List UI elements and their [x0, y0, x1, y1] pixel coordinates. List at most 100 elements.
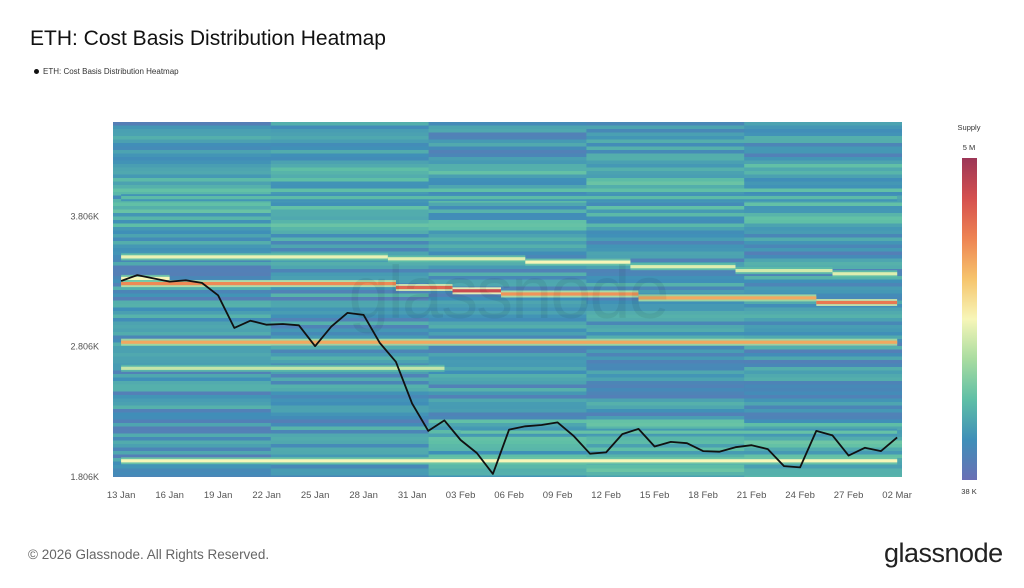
brand-logo[interactable]: glassnode — [884, 538, 1003, 568]
heatmap-cell — [586, 220, 745, 224]
heatmap-cell — [586, 258, 745, 263]
heatmap-cell — [113, 440, 272, 445]
heatmap-cell — [428, 416, 587, 420]
heatmap-cell — [744, 171, 902, 175]
heatmap-cell — [744, 248, 902, 252]
heatmap-cell — [270, 300, 430, 305]
heatmap-cell — [586, 192, 745, 196]
x-tick-label: 21 Feb — [737, 490, 767, 501]
heatmap-cell — [113, 209, 272, 214]
heatmap-cell — [270, 440, 430, 445]
heatmap-cell — [270, 398, 430, 403]
heatmap-cell — [428, 213, 587, 217]
heatmap-cell — [428, 360, 587, 364]
heatmap-cell — [744, 318, 902, 322]
heatmap-cell — [744, 314, 902, 319]
heatmap-cell — [270, 430, 430, 434]
heatmap-cell — [113, 139, 272, 144]
heatmap-cell — [113, 167, 272, 172]
heatmap-cell — [113, 223, 272, 228]
heatmap-cell — [586, 437, 745, 441]
heatmap-band — [121, 366, 445, 370]
heatmap-cell — [113, 251, 272, 256]
heatmap-cell — [113, 265, 272, 270]
heatmap-band — [630, 265, 736, 269]
heatmap-cell — [586, 286, 745, 291]
heatmap-cell — [270, 377, 430, 382]
heatmap-cell — [270, 388, 430, 392]
heatmap-cell — [428, 475, 587, 477]
heatmap-cell — [270, 451, 430, 455]
heatmap-cell — [270, 241, 430, 245]
heatmap-cell — [428, 279, 587, 284]
heatmap-cell — [744, 244, 902, 249]
heatmap-cell — [270, 314, 430, 319]
heatmap-cell — [586, 122, 745, 126]
heatmap-cell — [428, 272, 587, 277]
heatmap-cell — [270, 202, 430, 207]
heatmap-cell — [586, 143, 745, 147]
heatmap-cell — [428, 304, 587, 308]
heatmap-cell — [113, 234, 272, 238]
heatmap-cell — [113, 465, 272, 469]
heatmap-cell — [270, 192, 430, 196]
heatmap-cell — [270, 213, 430, 217]
heatmap-cell — [586, 227, 745, 231]
x-tick-label: 28 Jan — [349, 490, 378, 501]
heatmap-cell — [744, 447, 902, 452]
heatmap-cell — [270, 209, 430, 214]
heatmap-cell — [586, 332, 745, 336]
heatmap-cell — [113, 360, 272, 364]
heatmap-cell — [586, 234, 745, 238]
heatmap-cell — [744, 139, 902, 144]
heatmap-cell — [744, 437, 902, 441]
heatmap-cell — [270, 356, 430, 361]
x-tick-label: 22 Jan — [252, 490, 281, 501]
heatmap-cell — [586, 202, 745, 207]
chart-legend[interactable]: ETH: Cost Basis Distribution Heatmap — [34, 67, 179, 76]
heatmap-cell — [744, 311, 902, 315]
heatmap-cell — [270, 227, 430, 231]
heatmap-cell — [744, 472, 902, 476]
heatmap-cell — [586, 174, 745, 179]
heatmap-cell — [744, 405, 902, 410]
heatmap-cell — [428, 332, 587, 336]
heatmap-cell — [428, 300, 587, 305]
heatmap-cell — [428, 374, 587, 378]
heatmap-band — [460, 430, 898, 434]
heatmap-cell — [428, 181, 587, 186]
heatmap-cell — [113, 125, 272, 130]
heatmap-cell — [744, 388, 902, 392]
heatmap-cell — [270, 132, 430, 137]
heatmap-cell — [428, 402, 587, 406]
heatmap-cell — [744, 255, 902, 259]
heatmap-cell — [744, 192, 902, 196]
heatmap-cell — [428, 237, 587, 242]
heatmap-cell — [428, 328, 587, 333]
heatmap-cell — [113, 185, 272, 189]
heatmap-cell — [270, 164, 430, 168]
colorbar-max-label: 5 M — [963, 143, 976, 152]
heatmap-cell — [586, 167, 745, 172]
heatmap-cell — [586, 146, 745, 151]
heatmap-cell — [428, 391, 587, 396]
heatmap-cell — [586, 160, 745, 165]
heatmap-cell — [270, 262, 430, 266]
heatmap-cell — [270, 328, 430, 333]
chart-title: ETH: Cost Basis Distribution Heatmap — [30, 27, 386, 50]
heatmap-cell — [428, 395, 587, 399]
heatmap-cell — [113, 374, 272, 378]
heatmap-cell — [270, 269, 430, 273]
heatmap-cell — [428, 132, 587, 137]
heatmap-cell — [586, 468, 745, 473]
heatmap-cell — [113, 248, 272, 252]
heatmap-cell — [586, 356, 745, 361]
heatmap-cell — [270, 447, 430, 452]
heatmap-cell — [586, 318, 745, 322]
heatmap-cell — [270, 185, 430, 189]
heatmap-cell — [113, 244, 272, 249]
heatmap-cell — [744, 213, 902, 217]
heatmap-cell — [113, 241, 272, 245]
heatmap-cell — [586, 360, 745, 364]
